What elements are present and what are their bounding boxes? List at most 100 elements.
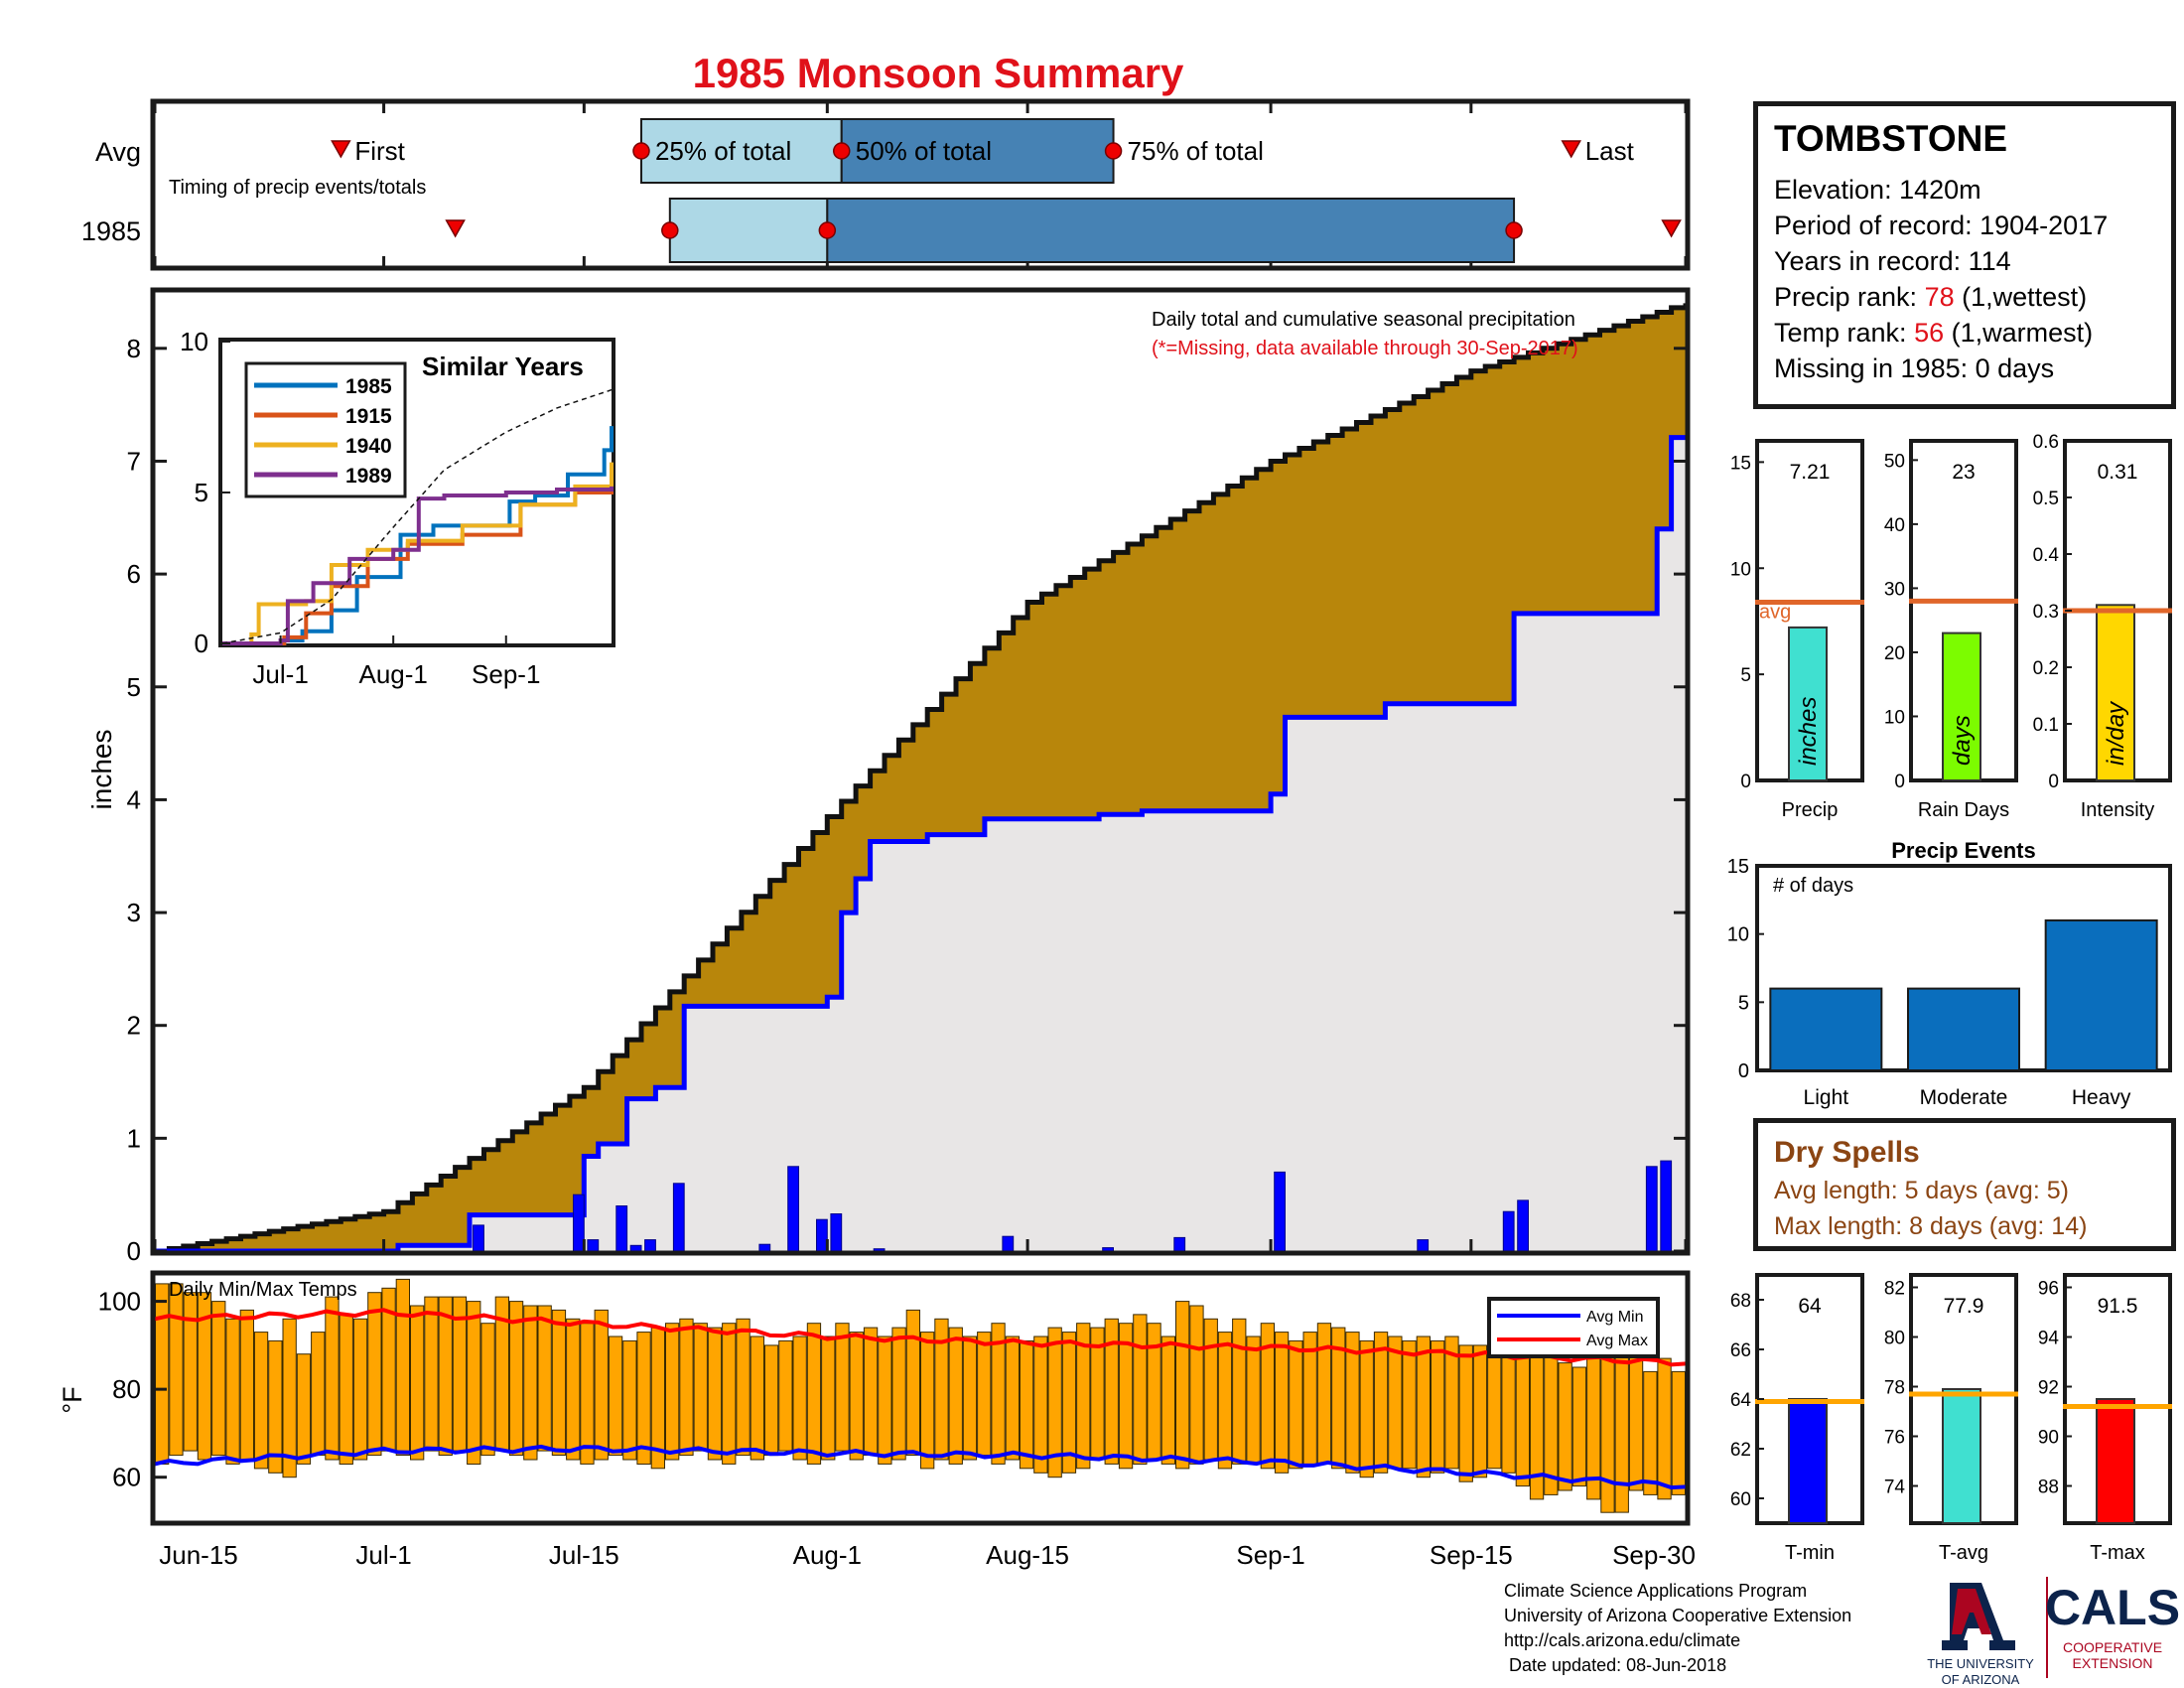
daily-precip-bar xyxy=(644,1239,656,1252)
timing-row-avg: Avg xyxy=(95,137,141,167)
daily-temp-bar xyxy=(1260,1323,1275,1470)
events-bar xyxy=(1769,987,1883,1071)
temp-stat-0-ytick-label: 64 xyxy=(1730,1390,1752,1411)
daily-temp-bar xyxy=(1331,1327,1346,1470)
credit-line-2: University of Arizona Cooperative Extens… xyxy=(1504,1606,1852,1625)
daily-temp-bar xyxy=(1203,1318,1218,1461)
stat-2-value: 0.31 xyxy=(2098,461,2138,484)
daily-temp-bar xyxy=(778,1339,793,1452)
stat-2-ytick-label: 0.4 xyxy=(2033,545,2060,566)
daily-temp-bar xyxy=(1118,1323,1134,1470)
station-info-box: TOMBSTONE Elevation: 1420m Period of rec… xyxy=(1753,101,2176,409)
xtick-label: Jul-1 xyxy=(355,1540,411,1570)
main-ytick-label: 3 xyxy=(127,898,141,927)
daily-temp-bar xyxy=(537,1305,552,1452)
events-ytick-label: 0 xyxy=(1738,1060,1749,1082)
daily-precip-bar xyxy=(816,1218,828,1252)
university-of-arizona-logo: THE UNIVERSITY OF ARIZONA xyxy=(1927,1583,2034,1687)
events-ylabel: # of days xyxy=(1773,875,1853,897)
temperature-chart: Daily Min/Max Temps °F 60 80 100 Avg Min Av… xyxy=(58,1270,1691,1526)
daily-temp-bar xyxy=(339,1314,353,1466)
events-title: Precip Events xyxy=(1891,838,2036,863)
main-ytick-label: 5 xyxy=(127,672,141,702)
temp-legend-label: Avg Min xyxy=(1586,1309,1644,1326)
daily-temp-bar xyxy=(707,1327,723,1461)
stat-2-ytick-label: 0.2 xyxy=(2033,658,2059,679)
stat-0-bar xyxy=(1788,626,1828,781)
station-elevation: Elevation: 1420m xyxy=(1774,175,1981,205)
temp-stat-0-bar xyxy=(1788,1398,1828,1524)
main-precip-chart: Daily total and cumulative seasonal prec… xyxy=(86,287,1696,1570)
daily-temp-bar xyxy=(1104,1318,1119,1465)
inset-xtick-label: Sep-1 xyxy=(472,659,540,689)
missing-note: (*=Missing, data available through 30-Se… xyxy=(1152,338,1578,359)
temp-stat-2-ytick-label: 94 xyxy=(2038,1329,2060,1349)
daily-temp-bar xyxy=(211,1301,226,1457)
temp-stat-0-ytick-label: 62 xyxy=(1730,1440,1751,1461)
daily-temp-bar xyxy=(693,1323,708,1452)
temp-stat-0-ytick-label: 68 xyxy=(1730,1291,1751,1312)
daily-temp-bar xyxy=(962,1336,978,1461)
daily-temp-bar xyxy=(920,1332,935,1470)
daily-temp-bar xyxy=(1657,1357,1672,1500)
inset-xtick-label: Aug-1 xyxy=(358,659,427,689)
daily-temp-bar xyxy=(325,1296,340,1461)
timing-percent-marker xyxy=(1104,142,1123,160)
main-ytick-label: 6 xyxy=(127,559,141,589)
daily-precip-bar xyxy=(672,1183,685,1252)
precip-rank-suffix: (1,wettest) xyxy=(1954,282,2088,312)
station-missing: Missing in 1985: 0 days xyxy=(1774,353,2055,383)
timing-last-label: Last xyxy=(1585,136,1635,166)
daily-temp-bar xyxy=(225,1318,240,1465)
daily-temp-bar xyxy=(594,1309,609,1461)
credit-line-4: Date updated: 08-Jun-2018 xyxy=(1504,1655,1727,1675)
daily-temp-bar xyxy=(948,1327,963,1465)
daily-temp-bar xyxy=(1359,1339,1374,1478)
stat-2-ytick-label: 0.5 xyxy=(2033,489,2059,509)
daily-temp-bar xyxy=(1147,1323,1161,1461)
stat-2-unit: in/day xyxy=(2103,700,2129,766)
stat-2-ytick-label: 0 xyxy=(2048,772,2059,792)
daily-temp-bar xyxy=(1160,1336,1175,1465)
stat-2-bar xyxy=(2096,604,2135,781)
credit-line-3: http://cals.arizona.edu/climate xyxy=(1504,1630,1741,1650)
daily-precip-bar xyxy=(1417,1239,1430,1252)
temp-ytick-label: 80 xyxy=(112,1374,141,1404)
daily-temp-bar xyxy=(821,1336,836,1461)
temp-rank: Temp rank: 56 (1,warmest) xyxy=(1774,315,2171,351)
daily-temp-bar xyxy=(991,1323,1006,1465)
daily-temp-bar xyxy=(1431,1339,1445,1474)
daily-temp-bar xyxy=(863,1327,879,1456)
daily-temp-bar xyxy=(722,1323,737,1465)
stat-0-label: Precip xyxy=(1782,799,1839,821)
precip-events-panel: Precip Events # of days Light Moderate Heavy… xyxy=(1727,838,2172,1109)
daily-precip-bar xyxy=(758,1243,771,1252)
temp-stat-0-ytick-label: 66 xyxy=(1730,1340,1751,1361)
daily-temp-bar xyxy=(977,1332,992,1457)
daily-temp-bar xyxy=(1061,1332,1077,1474)
stat-1-ytick-label: 40 xyxy=(1884,515,1905,536)
daily-temp-bar xyxy=(169,1283,184,1457)
temp-rank-label: Temp rank: xyxy=(1774,318,1915,348)
temp-legend-box xyxy=(1487,1297,1660,1358)
precip-rank-label: Precip rank: xyxy=(1774,282,1925,312)
inset-series-line xyxy=(222,462,614,645)
inset-legend-label: 1985 xyxy=(345,375,392,398)
daily-temp-bar xyxy=(438,1296,453,1456)
station-years: Years in record: 114 xyxy=(1774,246,2011,276)
main-ytick-label: 8 xyxy=(127,334,141,363)
stat-0-value: 7.21 xyxy=(1790,461,1831,484)
main-ytick-label: 7 xyxy=(127,446,141,476)
timing-first-last-marker xyxy=(1661,219,1682,238)
stat-0-ytick-label: 15 xyxy=(1730,453,1751,474)
daily-precip-bar xyxy=(830,1213,843,1252)
main-ytick-label: 1 xyxy=(127,1123,141,1153)
daily-precip-bar xyxy=(1173,1236,1186,1252)
stat-1-ytick-label: 50 xyxy=(1884,451,1905,472)
xtick-label: Aug-15 xyxy=(986,1540,1069,1570)
timing-50-label: 50% of total xyxy=(856,136,992,166)
daily-temp-bar xyxy=(467,1301,481,1465)
daily-precip-bar xyxy=(573,1194,585,1252)
timing-percent-marker xyxy=(832,142,851,160)
